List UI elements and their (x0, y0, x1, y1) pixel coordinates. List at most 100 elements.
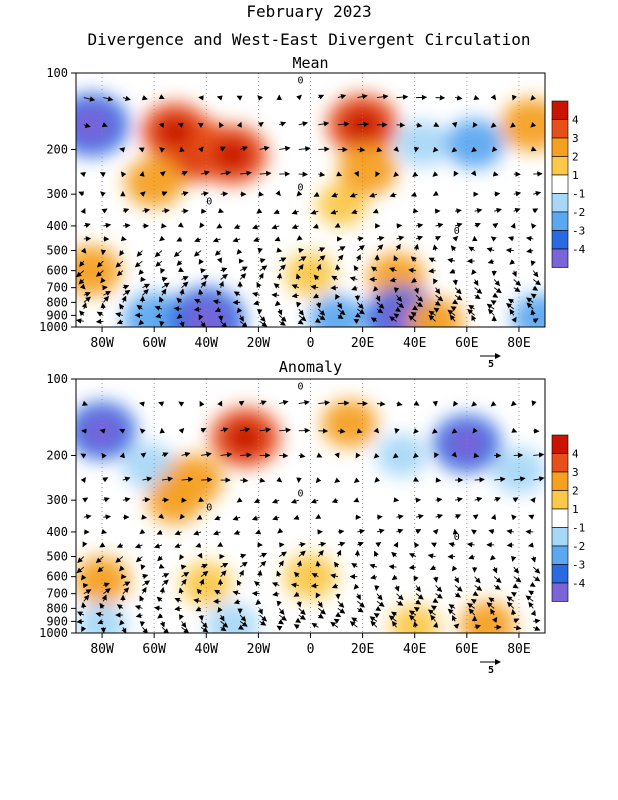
wind-arrow (513, 279, 522, 286)
wind-arrow (271, 224, 280, 230)
wind-arrow (103, 222, 112, 229)
wind-arrow (96, 260, 104, 268)
wind-arrow (526, 248, 534, 254)
wind-arrow (159, 621, 165, 628)
field-core (76, 107, 112, 143)
y-tick-label: 100 (46, 66, 68, 80)
legend-swatch (551, 174, 569, 194)
wind-arrow (116, 542, 124, 548)
wind-arrow (370, 620, 378, 628)
wind-arrow (528, 590, 535, 596)
wind-arrow (337, 600, 345, 608)
wind-arrow (233, 599, 241, 605)
wind-arrow (331, 583, 339, 589)
wind-arrow (298, 608, 306, 615)
wind-arrow (471, 529, 478, 535)
wind-arrow (337, 529, 345, 535)
wind-arrow (237, 624, 245, 630)
wind-arrow (119, 619, 125, 626)
wind-arrow (531, 400, 537, 407)
wind-arrow (370, 266, 378, 272)
wind-arrow (510, 400, 517, 407)
wind-arrow (154, 250, 163, 258)
wind-vectors (76, 399, 545, 633)
wind-arrow (314, 317, 321, 323)
wind-arrow (453, 576, 459, 584)
wind-arrow (276, 247, 283, 253)
wind-arrow (276, 272, 283, 280)
wind-arrow (103, 96, 114, 102)
wind-arrow (139, 621, 146, 627)
wind-arrow (195, 542, 202, 548)
wind-arrow (394, 585, 400, 592)
wind-arrow (408, 267, 417, 274)
wind-arrow (217, 541, 224, 547)
wind-arrow (83, 96, 96, 102)
legend-label: -2 (572, 540, 585, 553)
y-tick-label: 800 (46, 295, 68, 309)
wind-arrow (102, 477, 109, 483)
wind-arrow (134, 260, 143, 268)
wind-arrow (310, 284, 319, 290)
wind-arrow (337, 428, 346, 434)
wind-arrow (413, 243, 420, 251)
wind-arrow (159, 586, 165, 594)
wind-arrow (200, 451, 212, 458)
wind-arrow (448, 604, 456, 610)
wind-arrow (408, 610, 417, 616)
wind-arrow (200, 626, 209, 633)
wind-arrow (396, 122, 406, 128)
wind-arrow (373, 285, 379, 292)
legend-label: -4 (572, 243, 586, 256)
wind-arrow (492, 171, 499, 177)
wind-arrow (453, 623, 460, 630)
wind-arrow (410, 256, 417, 262)
wind-arrow (312, 223, 319, 229)
wind-arrow (298, 146, 311, 152)
wind-arrow (101, 208, 108, 214)
wind-arrow (435, 593, 443, 599)
wind-arrow (376, 528, 385, 534)
wind-arrow (505, 247, 514, 254)
y-tick-label: 700 (46, 281, 68, 295)
wind-arrow (415, 585, 421, 593)
wind-arrow (99, 602, 105, 609)
wind-arrow (101, 528, 108, 535)
wind-arrow (351, 209, 358, 215)
wind-arrow (451, 428, 458, 434)
wind-arrow (256, 281, 262, 288)
wind-arrow (451, 451, 457, 458)
wind-arrow (142, 497, 151, 503)
wind-arrow (278, 614, 287, 621)
wind-arrow (272, 591, 280, 597)
wind-arrow (529, 581, 536, 587)
legend-label: -2 (572, 206, 585, 219)
wind-arrow (83, 514, 92, 520)
legend-swatch (551, 156, 569, 176)
legend-swatch (551, 453, 569, 473)
wind-arrow (160, 267, 166, 274)
wind-arrow (180, 621, 187, 629)
wind-arrow (197, 552, 203, 559)
wind-arrow (142, 208, 151, 214)
wind-arrow (357, 236, 364, 242)
wind-arrow (415, 593, 424, 600)
wind-arrow (351, 562, 358, 569)
wind-arrow (357, 121, 370, 128)
wind-arrow (432, 528, 439, 535)
field-cell (395, 120, 450, 167)
wind-arrow (142, 288, 149, 296)
wind-arrow (200, 563, 208, 569)
wind-arrow (176, 260, 183, 266)
wind-arrow (232, 237, 241, 243)
x-tick-label: 80E (507, 642, 530, 657)
wind-arrow (298, 247, 305, 254)
y-tick-label: 500 (46, 550, 68, 564)
wind-arrow (492, 566, 498, 574)
wind-arrow (330, 209, 339, 215)
wind-arrow (141, 95, 148, 101)
wind-arrow (103, 514, 112, 520)
wind-arrow (156, 596, 163, 603)
x-tick-label: 60W (142, 336, 166, 351)
wind-arrow (474, 293, 481, 300)
